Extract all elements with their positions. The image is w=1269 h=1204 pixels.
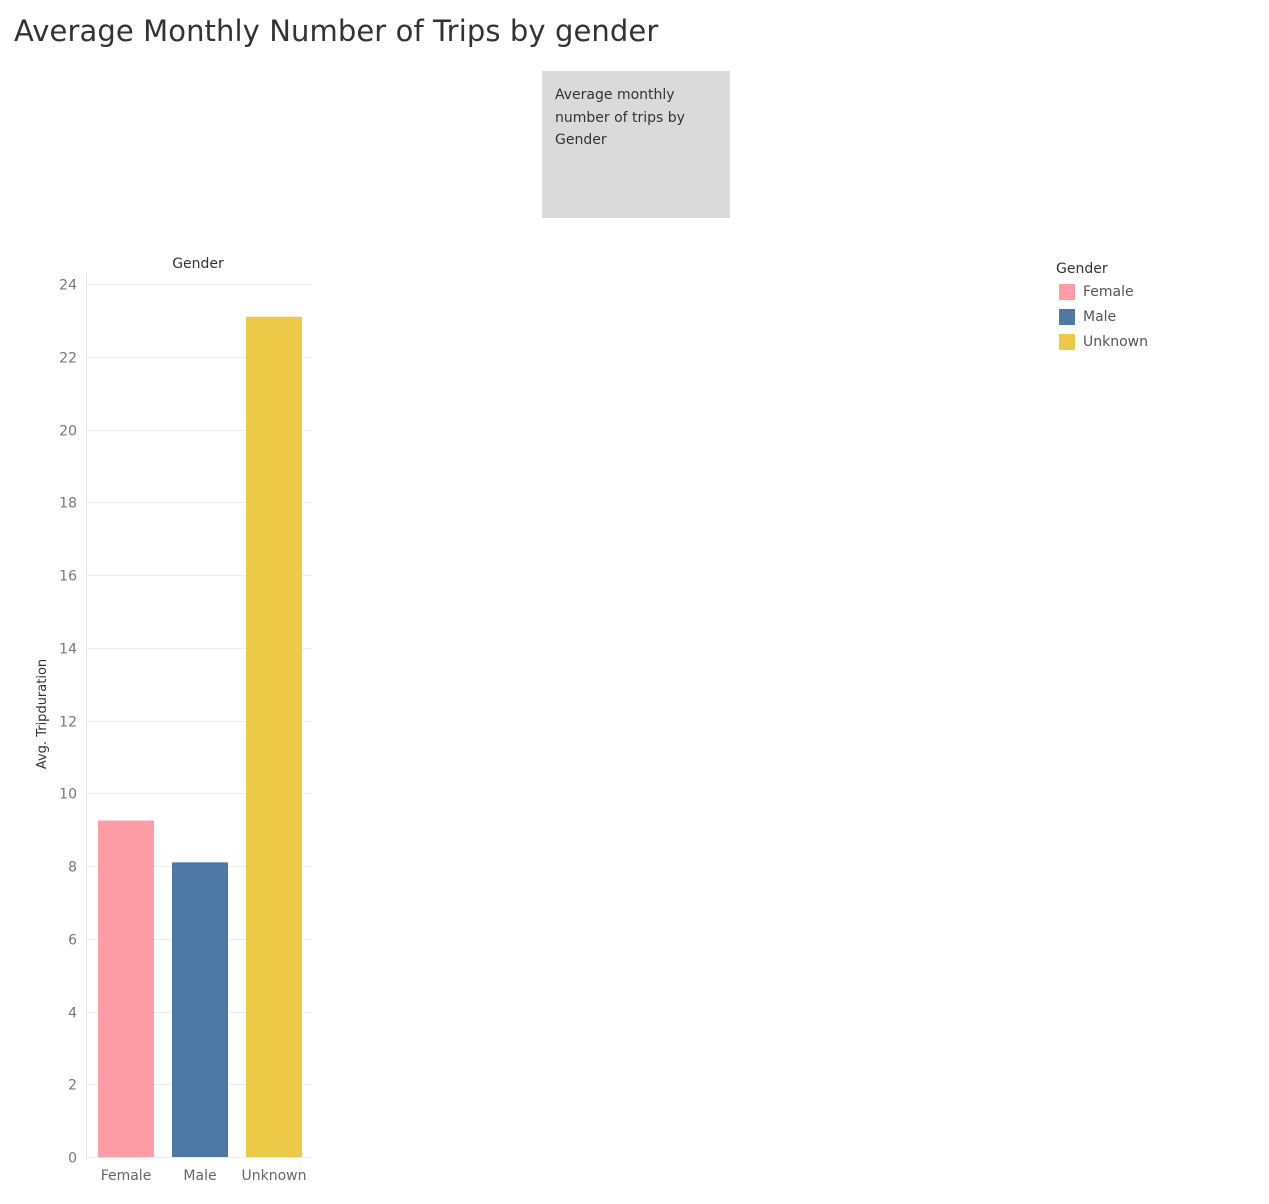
legend-swatch — [1059, 283, 1075, 300]
y-tick-label: 18 — [59, 496, 77, 512]
bar-unknown[interactable] — [246, 316, 302, 1157]
x-tick-label: Female — [101, 1168, 152, 1184]
legend-label: Unknown — [1083, 333, 1148, 350]
bar-female[interactable] — [98, 820, 154, 1157]
page-title: Average Monthly Number of Trips by gende… — [14, 14, 659, 48]
caption-text: Average monthly number of trips by Gende… — [555, 87, 685, 148]
y-tick-label: 0 — [68, 1151, 77, 1167]
x-tick-label: Unknown — [242, 1168, 307, 1184]
x-tick-label: Male — [183, 1168, 216, 1184]
y-tick-label: 8 — [68, 860, 77, 876]
y-tick-label: 16 — [59, 569, 77, 585]
y-tick-label: 12 — [59, 715, 77, 731]
caption-text-box: Average monthly number of trips by Gende… — [542, 71, 730, 218]
legend-label: Male — [1083, 308, 1117, 325]
legend-label: Female — [1083, 283, 1134, 300]
legend-swatch — [1059, 333, 1075, 350]
y-tick-label: 20 — [59, 424, 77, 440]
legend-item-male[interactable]: Male — [1056, 304, 1246, 329]
legend: Gender Female Male Unknown — [1056, 259, 1246, 354]
legend-item-female[interactable]: Female — [1056, 279, 1246, 304]
x-axis-category-labels: Female Male Unknown — [101, 1168, 307, 1184]
y-axis-label: Avg. Tripduration — [35, 659, 50, 769]
y-tick-label: 10 — [59, 787, 77, 803]
y-tick-label: 24 — [59, 278, 77, 294]
bar-male[interactable] — [172, 862, 228, 1157]
legend-items: Female Male Unknown — [1056, 279, 1246, 354]
legend-item-unknown[interactable]: Unknown — [1056, 329, 1246, 354]
y-tick-label: 4 — [68, 1006, 77, 1022]
y-tick-label: 2 — [68, 1078, 77, 1094]
column-header: Gender — [172, 256, 224, 272]
y-tick-label: 22 — [59, 351, 77, 367]
legend-swatch — [1059, 308, 1075, 325]
y-tick-label: 6 — [68, 933, 77, 949]
y-tick-label: 14 — [59, 642, 77, 658]
legend-title: Gender — [1056, 261, 1108, 277]
bars — [98, 316, 302, 1157]
